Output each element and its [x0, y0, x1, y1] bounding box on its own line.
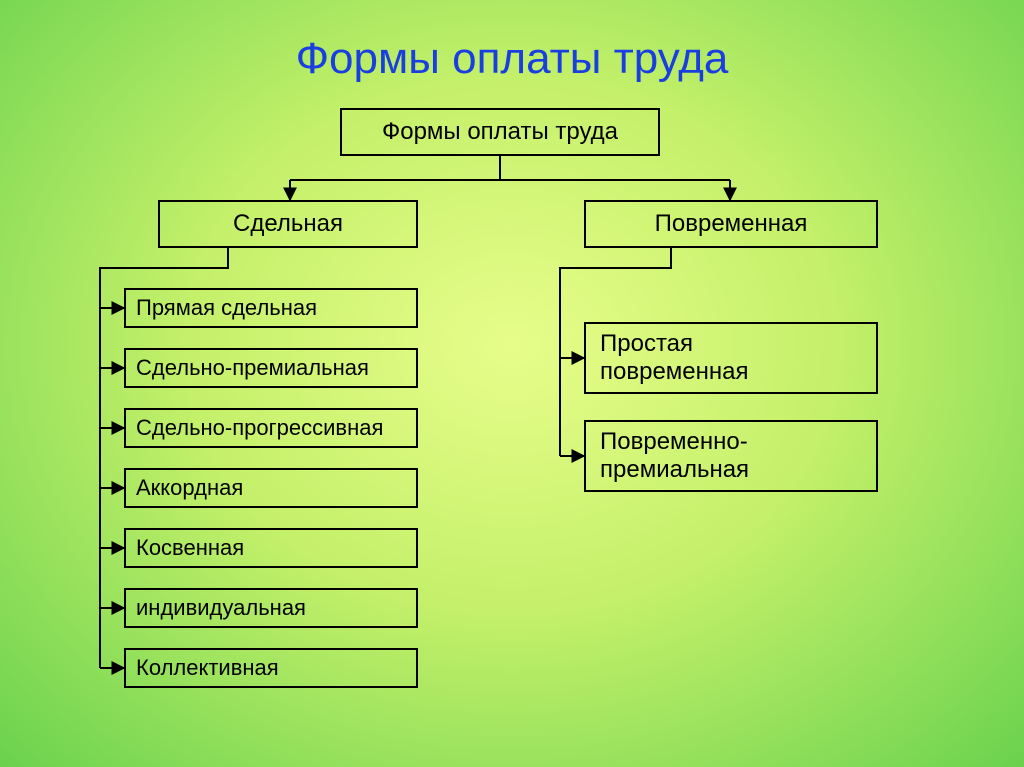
- box-label: Повременная: [586, 210, 876, 238]
- box-label: Сдельная: [160, 210, 416, 238]
- box-l7: Коллективная: [124, 648, 418, 688]
- box-l2: Сдельно-премиальная: [124, 348, 418, 388]
- page-title: Формы оплаты труда: [0, 34, 1024, 84]
- box-label: Косвенная: [136, 535, 416, 560]
- box-l6: индивидуальная: [124, 588, 418, 628]
- box-label: Коллективная: [136, 655, 416, 680]
- box-label: Формы оплаты труда: [342, 118, 658, 146]
- box-right_head: Повременная: [584, 200, 878, 248]
- box-label: Прямая сдельная: [136, 295, 416, 320]
- diagram-stage: Формы оплаты труда Формы оплаты труда Сде…: [0, 0, 1024, 767]
- box-l5: Косвенная: [124, 528, 418, 568]
- box-label: Сдельно-премиальная: [136, 355, 416, 380]
- box-label: Сдельно-прогрессивная: [136, 415, 416, 440]
- box-label: Повременно- премиальная: [600, 428, 876, 483]
- box-r2: Повременно- премиальная: [584, 420, 878, 492]
- box-left_head: Сдельная: [158, 200, 418, 248]
- box-l4: Аккордная: [124, 468, 418, 508]
- page-title-text: Формы оплаты труда: [296, 34, 729, 83]
- box-label: Простая повременная: [600, 330, 876, 385]
- box-label: индивидуальная: [136, 595, 416, 620]
- box-l1: Прямая сдельная: [124, 288, 418, 328]
- box-l3: Сдельно-прогрессивная: [124, 408, 418, 448]
- box-label: Аккордная: [136, 475, 416, 500]
- box-r1: Простая повременная: [584, 322, 878, 394]
- box-root: Формы оплаты труда: [340, 108, 660, 156]
